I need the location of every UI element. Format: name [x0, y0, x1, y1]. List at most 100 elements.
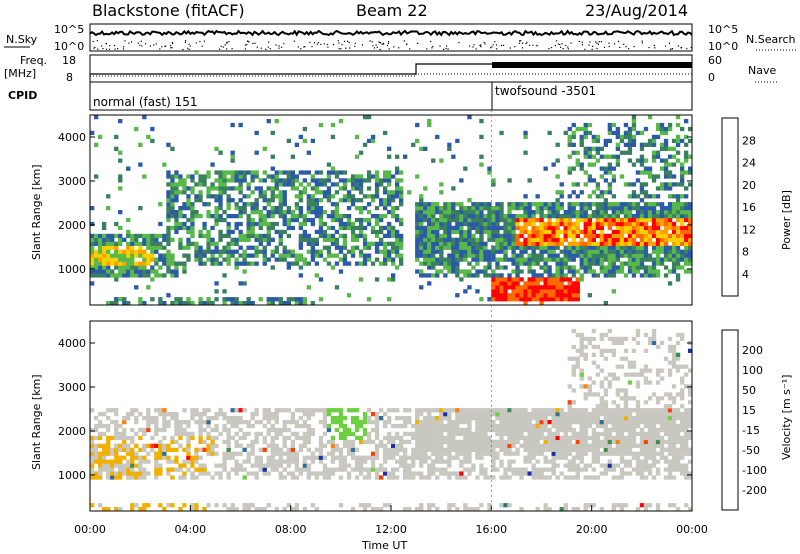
- power-cell: [515, 285, 520, 290]
- power-cell: [603, 245, 609, 250]
- velocity-cell: [126, 447, 131, 452]
- power-cell: [531, 297, 536, 302]
- velocity-cell: [238, 443, 243, 448]
- power-cell: [230, 170, 235, 175]
- power-cell: [114, 261, 119, 266]
- power-cell: [178, 245, 183, 250]
- power-cell: [174, 182, 179, 187]
- power-cell: [459, 253, 464, 258]
- power-cell: [639, 182, 645, 187]
- velocity-cell: [583, 344, 588, 350]
- velocity-cell: [599, 332, 605, 338]
- power-cell: [330, 194, 336, 199]
- velocity-cell: [507, 408, 512, 413]
- velocity-cell: [595, 451, 601, 456]
- power-cell: [559, 265, 564, 270]
- power-cell: [370, 229, 376, 235]
- power-cell: [511, 297, 516, 302]
- velocity-cell: [218, 475, 223, 480]
- power-cell: [591, 257, 597, 262]
- velocity-cell: [651, 455, 657, 460]
- velocity-cell: [591, 416, 597, 421]
- power-cell: [290, 178, 296, 183]
- power-cell: [511, 221, 516, 227]
- power-cell: [186, 174, 191, 179]
- power-cell: [559, 273, 564, 278]
- velocity-cell: [487, 447, 492, 452]
- velocity-cell: [322, 431, 328, 437]
- power-cell: [551, 162, 556, 167]
- velocity-cell: [142, 467, 147, 472]
- power-cell: [603, 178, 609, 183]
- velocity-cell: [170, 503, 175, 508]
- velocity-cell: [655, 427, 661, 433]
- velocity-cell: [122, 443, 127, 448]
- power-cell: [218, 170, 223, 175]
- power-cell: [627, 182, 633, 187]
- power-cell: [511, 261, 516, 266]
- power-cell: [451, 154, 456, 159]
- nsearch-point: [596, 42, 598, 44]
- power-cell: [419, 249, 424, 254]
- velocity-cell: [142, 431, 147, 437]
- power-cell: [595, 206, 601, 211]
- velocity-cell: [383, 471, 388, 476]
- power-cell: [322, 221, 328, 227]
- velocity-cell: [447, 427, 452, 433]
- power-cell: [190, 221, 195, 227]
- velocity-cell: [571, 475, 576, 480]
- nsearch-point: [153, 44, 155, 46]
- velocity-cell: [615, 463, 621, 468]
- velocity-cell: [230, 423, 235, 429]
- velocity-cell: [527, 443, 532, 448]
- velocity-cell: [118, 435, 123, 441]
- velocity-cell: [162, 412, 167, 417]
- power-cell: [571, 233, 576, 239]
- power-cell: [110, 233, 115, 239]
- velocity-cell: [555, 435, 560, 441]
- power-cell: [688, 182, 693, 187]
- velocity-cell: [419, 439, 424, 445]
- velocity-cell: [278, 463, 283, 468]
- power-cell: [198, 214, 203, 219]
- power-cell: [547, 130, 552, 136]
- velocity-cell: [350, 416, 356, 421]
- velocity-cell: [342, 455, 348, 460]
- velocity-cell: [383, 447, 388, 452]
- velocity-cell: [651, 451, 657, 456]
- velocity-cell: [527, 447, 532, 452]
- power-cell: [539, 297, 544, 302]
- power-cell: [330, 134, 336, 140]
- velocity-cell: [643, 420, 649, 425]
- power-cell: [635, 265, 641, 270]
- velocity-cell: [579, 427, 584, 433]
- power-cell: [238, 261, 243, 266]
- power-cell: [503, 237, 508, 242]
- power-cell: [234, 261, 239, 266]
- velocity-cell: [535, 439, 540, 445]
- power-cell: [230, 186, 235, 191]
- power-cell: [358, 277, 364, 282]
- power-cell: [651, 178, 657, 183]
- power-cell: [551, 214, 556, 219]
- nsearch-point: [570, 42, 572, 44]
- nsearch-point: [388, 48, 390, 50]
- velocity-cell: [202, 439, 207, 445]
- velocity-cell: [583, 435, 588, 441]
- power-cell: [659, 257, 665, 262]
- power-cell: [423, 229, 428, 235]
- power-cell: [226, 214, 231, 219]
- cpid-mode-2: twofsound -3501: [495, 84, 596, 98]
- power-cell: [607, 217, 613, 223]
- velocity-cell: [282, 475, 287, 480]
- velocity-cell: [611, 503, 617, 508]
- power-cell: [202, 233, 207, 239]
- velocity-cell: [447, 416, 452, 421]
- velocity-cell: [374, 427, 380, 433]
- power-cell: [567, 206, 572, 211]
- velocity-cell: [595, 372, 601, 377]
- velocity-cell: [567, 439, 572, 445]
- nsearch-point: [654, 47, 656, 49]
- power-cell: [435, 269, 440, 274]
- power-cell: [563, 293, 568, 298]
